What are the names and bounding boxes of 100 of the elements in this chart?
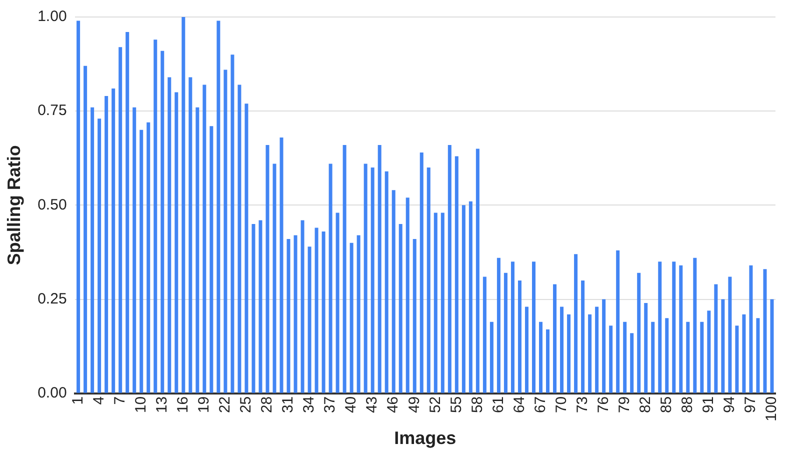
bar (112, 88, 116, 393)
x-tick-label: 79 (616, 396, 633, 414)
bar (770, 299, 774, 393)
x-tick-label: 52 (426, 396, 444, 414)
x-tick-label: 94 (721, 396, 738, 414)
bar (286, 239, 290, 393)
bar (454, 156, 458, 393)
x-tick-label: 82 (636, 396, 654, 414)
x-tick-label: 70 (552, 396, 570, 414)
bar (294, 235, 298, 393)
bar (328, 164, 332, 393)
bar (398, 224, 402, 393)
bar (623, 322, 627, 393)
bar (609, 326, 613, 393)
bar (539, 322, 543, 393)
x-tick-label: 88 (679, 396, 696, 414)
x-tick-label: 7 (111, 396, 128, 405)
bar (707, 310, 711, 393)
bar (350, 242, 354, 393)
y-tick-label: 0.75 (38, 102, 67, 120)
bar (98, 118, 102, 393)
x-tick-label: 100 (763, 396, 780, 422)
bar (300, 220, 304, 393)
bar (160, 50, 164, 393)
bar (490, 322, 494, 393)
bar (721, 299, 725, 393)
bar (76, 20, 80, 393)
x-tick-label: 55 (448, 396, 465, 414)
bar (210, 126, 214, 393)
y-tick-label: 1.00 (38, 8, 67, 26)
bar (595, 306, 599, 393)
bar (735, 326, 739, 393)
x-tick-label: 76 (594, 396, 612, 414)
bar (644, 303, 648, 393)
bar (574, 254, 578, 393)
bar (272, 164, 276, 393)
x-tick-label: 34 (300, 396, 318, 414)
bar (560, 306, 564, 393)
bar (504, 272, 508, 393)
bar (266, 144, 270, 393)
x-tick-label: 67 (532, 396, 549, 414)
bar (252, 224, 256, 393)
x-tick-label: 31 (280, 396, 297, 414)
x-tick-label: 16 (174, 396, 192, 414)
bar (364, 164, 368, 393)
bar (384, 171, 388, 393)
x-tick-label: 1 (69, 396, 86, 405)
bar (518, 280, 522, 393)
x-tick-label: 64 (510, 396, 528, 414)
bar (588, 314, 592, 393)
bar (482, 276, 486, 393)
bar (553, 284, 557, 393)
bar (524, 306, 528, 393)
y-tick-label: 0.25 (38, 290, 67, 308)
bar (126, 32, 130, 393)
x-tick-label: 4 (90, 396, 108, 405)
bar (616, 250, 620, 393)
bar (196, 107, 200, 393)
y-axis-title: Spalling Ratio (4, 145, 24, 266)
bar (342, 144, 346, 393)
bar (756, 318, 760, 393)
x-tick-label: 37 (322, 396, 339, 414)
bar (84, 66, 88, 393)
bar (630, 333, 634, 393)
bar (658, 262, 662, 393)
bar (581, 280, 585, 393)
bar (532, 262, 536, 393)
bar (665, 318, 669, 393)
x-tick-label: 97 (742, 396, 760, 414)
bar (714, 284, 718, 393)
x-tick-label: 85 (658, 396, 676, 414)
bar (700, 322, 704, 393)
y-tick-label: 0.50 (38, 196, 67, 214)
bar (412, 239, 416, 393)
bar (202, 84, 206, 393)
bar (258, 220, 262, 393)
bar (336, 212, 340, 393)
bar (308, 246, 312, 393)
x-tick-label: 28 (258, 396, 276, 414)
x-tick-label: 91 (700, 396, 718, 414)
x-tick-label: 49 (406, 396, 423, 414)
bar (434, 212, 438, 393)
bar (244, 104, 248, 393)
bar (448, 144, 452, 393)
bar (496, 258, 500, 393)
bar (182, 17, 186, 393)
x-tick-label: 43 (364, 396, 381, 414)
x-tick-label: 19 (196, 396, 213, 414)
bar (168, 77, 172, 393)
x-tick-label: 25 (238, 396, 255, 414)
x-tick-label: 73 (574, 396, 591, 414)
bar (118, 47, 122, 393)
x-tick-label: 22 (216, 396, 234, 414)
bar (188, 77, 192, 393)
x-tick-label: 10 (132, 396, 150, 414)
bar (468, 201, 472, 393)
x-tick-label: 61 (490, 396, 507, 414)
bar (132, 107, 136, 393)
bar (763, 269, 767, 393)
bar (406, 198, 410, 393)
